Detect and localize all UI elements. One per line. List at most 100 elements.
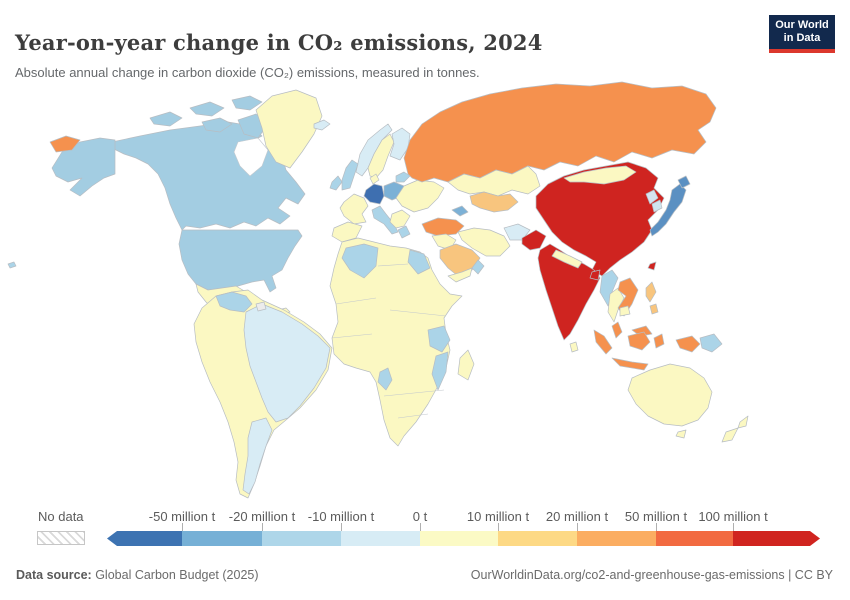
country-new-zealand-south[interactable] (721, 427, 739, 443)
legend-swatch-8[interactable] (733, 531, 820, 546)
country-japan[interactable] (649, 183, 687, 237)
country-new-zealand-north[interactable] (737, 415, 749, 429)
country-bangladesh[interactable] (589, 269, 601, 281)
region-balkans[interactable] (389, 209, 411, 229)
country-indonesia-sulawesi[interactable] (653, 333, 665, 349)
country-north-korea[interactable] (645, 189, 659, 205)
country-norway[interactable] (355, 123, 393, 177)
country-spain[interactable] (331, 221, 363, 243)
country-mozambique[interactable] (431, 351, 449, 391)
country-indonesia-borneo[interactable] (627, 331, 651, 351)
canonical-link[interactable]: OurWorldinData.org/co2-and-greenhouse-ga… (470, 568, 833, 582)
country-thailand[interactable] (607, 287, 625, 323)
country-mongolia[interactable] (563, 165, 637, 185)
region-central-asia[interactable] (469, 191, 519, 213)
country-afghanistan[interactable] (503, 223, 531, 241)
legend-no-data-swatch[interactable] (37, 531, 85, 545)
country-tanzania[interactable] (427, 325, 451, 353)
hudson-bay (233, 137, 269, 177)
logo-line2: in Data (783, 32, 821, 44)
region-gabon-cameroon[interactable] (377, 367, 393, 391)
legend-no-data-label: No data (38, 509, 84, 524)
legend-tick (420, 523, 421, 532)
country-ireland[interactable] (329, 175, 343, 191)
country-turkey[interactable] (421, 217, 465, 237)
country-philippines-south[interactable] (649, 303, 659, 315)
legend-swatch-7[interactable] (656, 531, 733, 546)
country-canada-arctic-1[interactable] (149, 111, 183, 127)
country-usa-alaska[interactable] (51, 137, 116, 197)
country-canada-arctic-2[interactable] (189, 101, 225, 117)
legend-color-bar[interactable] (99, 531, 824, 546)
country-indonesia-papua[interactable] (675, 335, 701, 353)
country-japan-hokkaido[interactable] (677, 175, 691, 189)
legend-swatch-5[interactable] (498, 531, 577, 546)
legend-tick (498, 523, 499, 532)
logo-line1: Our World (775, 19, 829, 31)
country-sri-lanka[interactable] (569, 341, 579, 353)
country-venezuela[interactable] (215, 291, 253, 313)
country-baltics[interactable] (395, 171, 411, 183)
country-russia-chukotka[interactable] (49, 135, 81, 153)
country-indonesia-java[interactable] (611, 357, 649, 371)
country-iran[interactable] (457, 227, 511, 257)
data-source: Data source: Global Carbon Budget (2025) (16, 568, 259, 582)
country-usa-hawaii[interactable] (7, 261, 17, 269)
owid-logo[interactable]: Our World in Data (769, 15, 835, 53)
legend-swatch-0[interactable] (107, 531, 182, 546)
region-eastern-europe[interactable] (395, 179, 445, 213)
country-greece[interactable] (397, 225, 411, 239)
country-france[interactable] (339, 193, 369, 225)
country-australia[interactable] (627, 363, 713, 427)
country-italy[interactable] (371, 205, 399, 235)
legend-tick (262, 523, 263, 532)
country-usa[interactable] (178, 229, 303, 293)
legend-swatch-2[interactable] (262, 531, 341, 546)
country-canada-arctic-3[interactable] (231, 95, 263, 111)
country-saudi-arabia[interactable] (439, 243, 481, 277)
country-azerbaijan[interactable] (451, 205, 469, 217)
country-canada-arctic-4[interactable] (201, 117, 233, 133)
country-cambodia[interactable] (619, 305, 631, 317)
legend-label-7: 100 million t (698, 509, 768, 524)
country-argentina[interactable] (242, 417, 273, 495)
country-uk[interactable] (341, 159, 359, 191)
legend-swatch-1[interactable] (182, 531, 262, 546)
country-philippines[interactable] (645, 281, 657, 303)
country-south-korea[interactable] (651, 199, 663, 213)
country-oman[interactable] (471, 259, 485, 275)
country-yemen[interactable] (447, 267, 473, 283)
country-finland[interactable] (389, 127, 411, 161)
legend-label-6: 50 million t (624, 509, 688, 524)
legend-tick (577, 523, 578, 532)
country-iceland[interactable] (313, 119, 331, 131)
country-vietnam-laos[interactable] (617, 277, 639, 317)
country-china[interactable] (535, 161, 665, 277)
country-algeria[interactable] (341, 243, 379, 279)
legend-label-3: 0 t (412, 509, 428, 524)
country-madagascar[interactable] (457, 349, 475, 381)
country-germany[interactable] (363, 183, 385, 205)
country-taiwan[interactable] (647, 261, 657, 271)
legend-swatch-6[interactable] (577, 531, 656, 546)
region-africa[interactable] (329, 237, 463, 447)
country-myanmar[interactable] (599, 269, 619, 307)
legend-tick (341, 523, 342, 532)
country-egypt[interactable] (407, 249, 431, 275)
legend-swatch-3[interactable] (341, 531, 420, 546)
legend-swatch-4[interactable] (420, 531, 498, 546)
country-nepal[interactable] (551, 249, 583, 269)
country-indonesia-sumatra[interactable] (593, 329, 613, 355)
country-malaysia[interactable] (611, 321, 623, 339)
legend-label-2: -10 million t (307, 509, 375, 524)
country-kazakhstan[interactable] (447, 165, 541, 197)
country-pakistan[interactable] (521, 229, 547, 251)
country-brazil[interactable] (243, 303, 331, 423)
country-australia-tasmania[interactable] (675, 429, 687, 439)
data-source-label: Data source: (16, 568, 92, 582)
world-map[interactable] (0, 78, 850, 506)
country-denmark[interactable] (369, 173, 380, 185)
country-papua-new-guinea[interactable] (699, 333, 723, 353)
country-french-guiana-no-data[interactable] (255, 301, 267, 312)
country-russia[interactable] (403, 81, 717, 183)
